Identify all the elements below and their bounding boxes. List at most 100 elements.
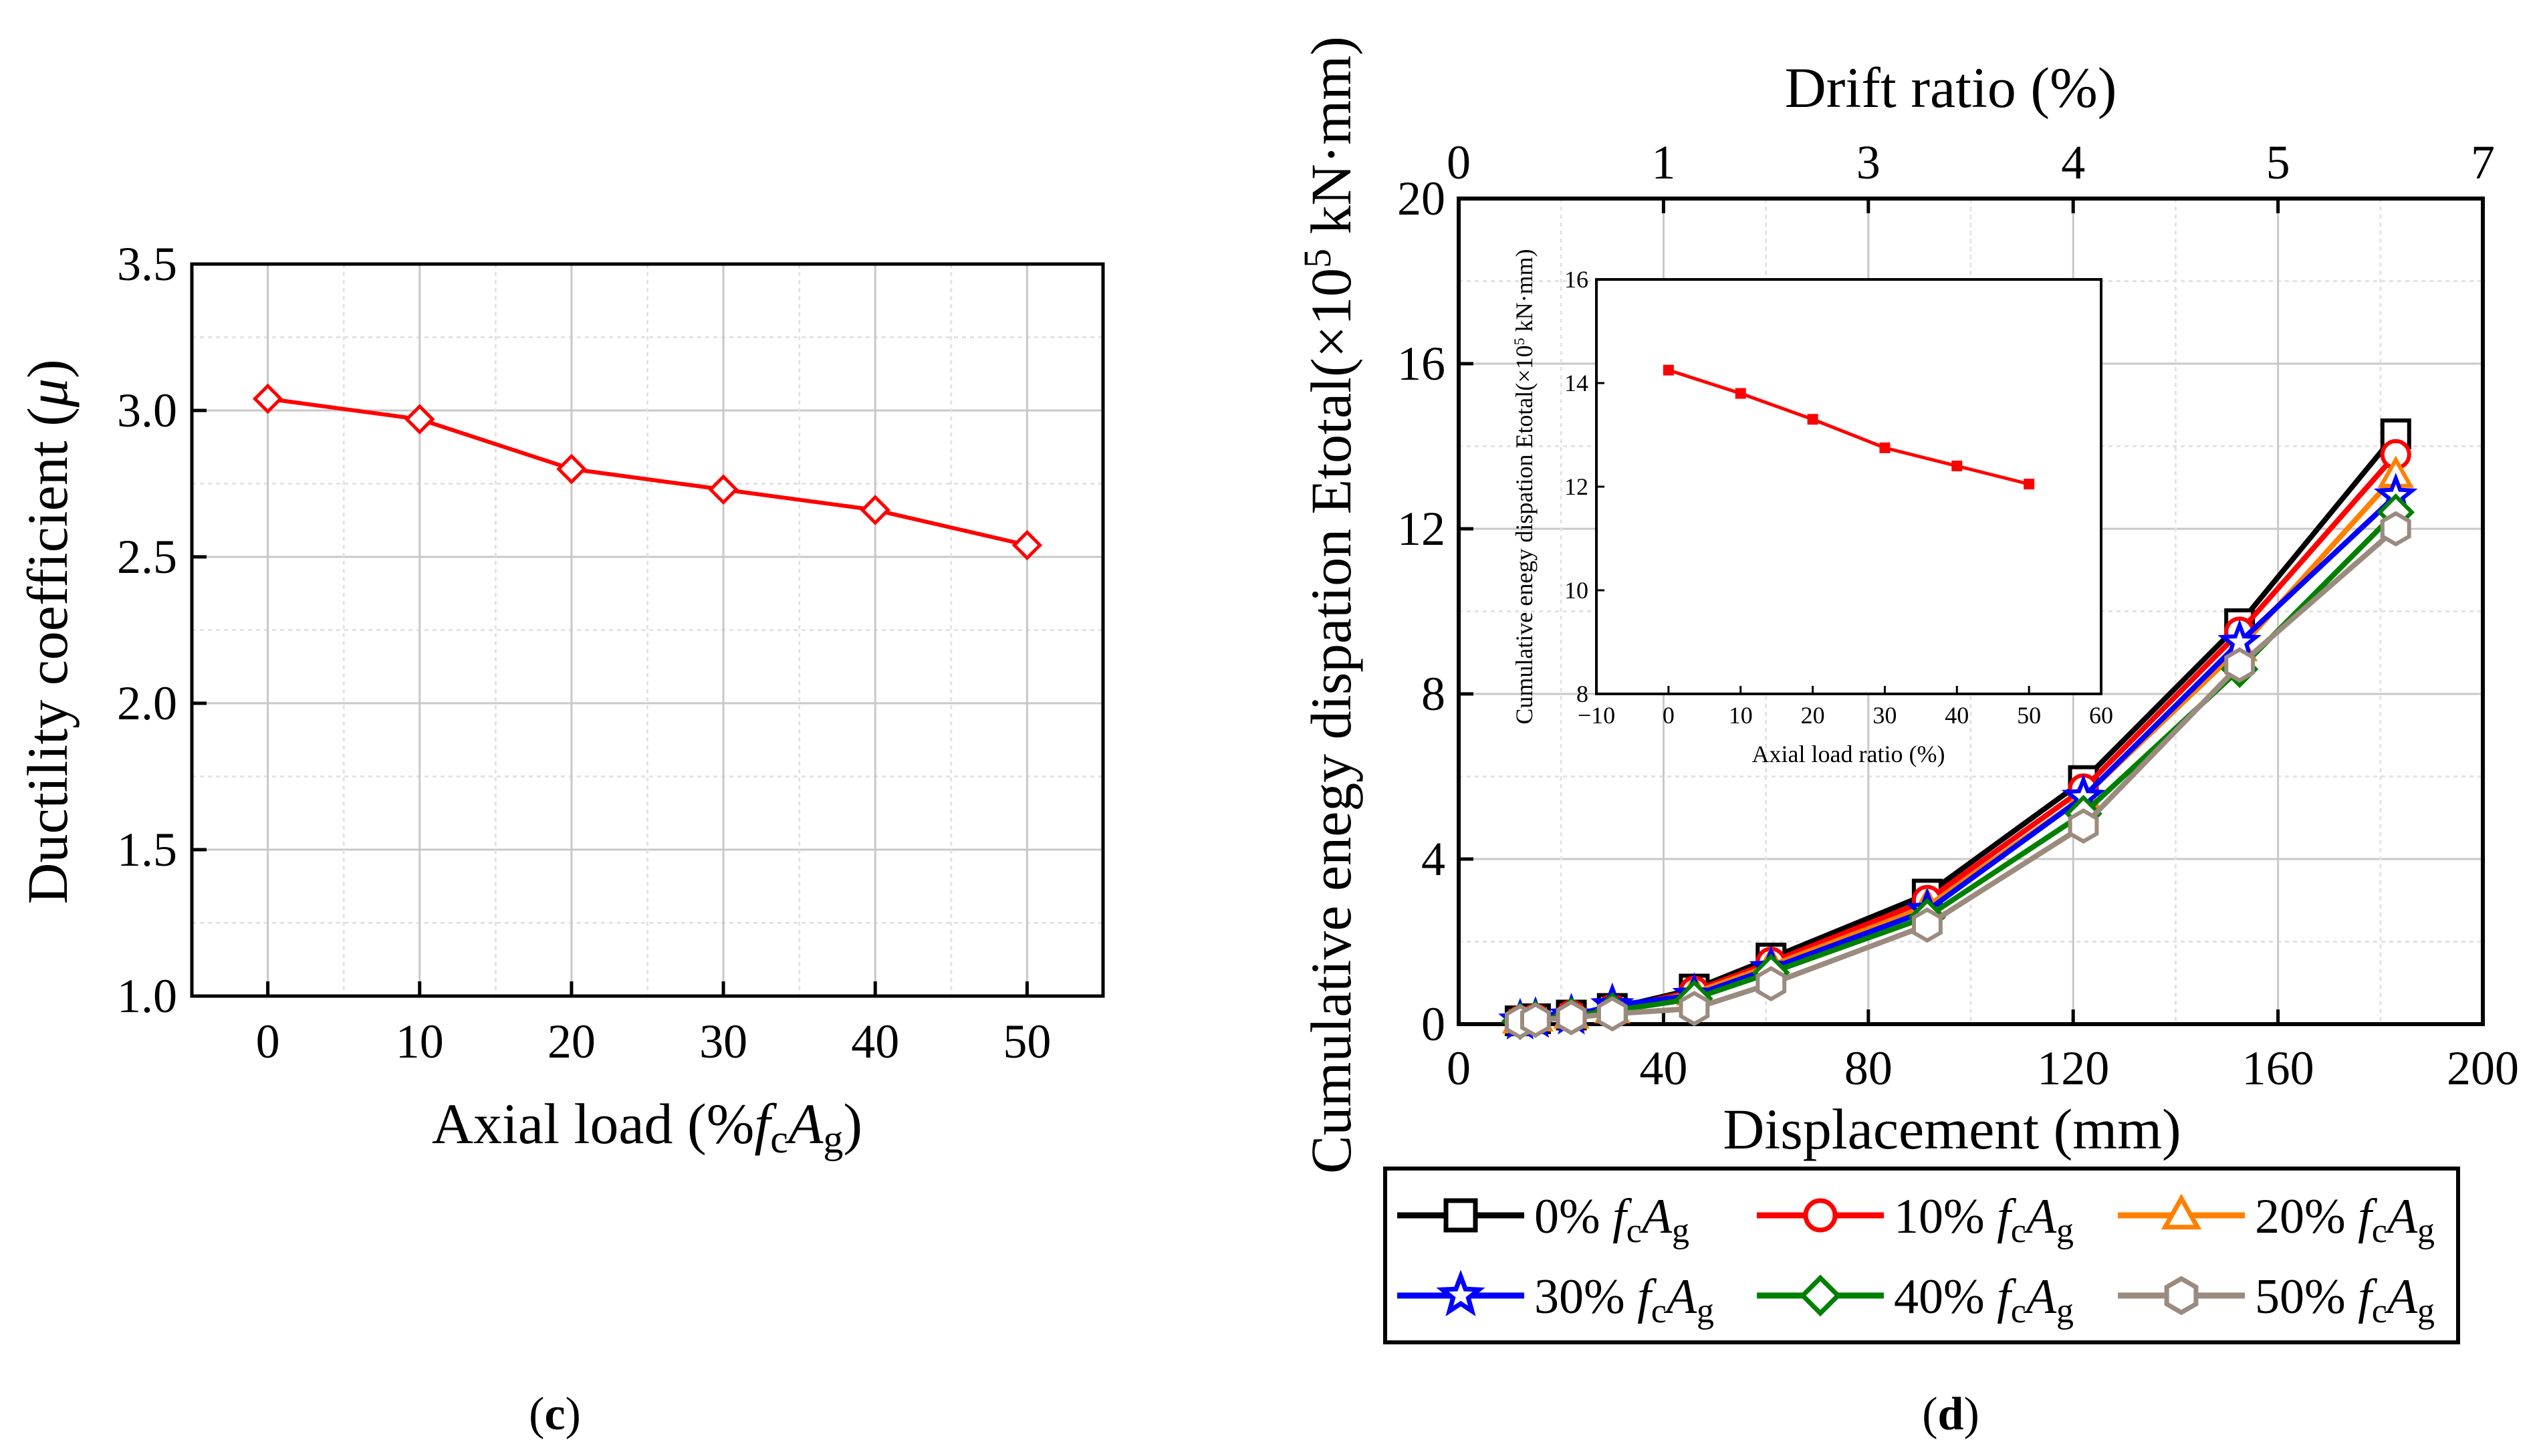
d-plot-frame <box>1457 197 2485 1026</box>
inset-data-point <box>1807 414 1818 425</box>
d-top-axis-title: Drift ratio (%) <box>1785 55 2117 120</box>
c-y-tick-label: 2.0 <box>117 677 177 730</box>
inset-series-line <box>1668 368 2030 486</box>
inset-x-tick-label: 30 <box>1872 702 1897 729</box>
inset-data-point <box>2024 479 2035 490</box>
d-data-point <box>1556 999 1587 1036</box>
legend: 0% fcAg 10% fcAg 20% fcAg 30% fcAg 40% fcAg 5… <box>1383 1167 2460 1344</box>
legend-box <box>1383 1167 2460 1344</box>
inset-axis-ticks: −10 0 10 20 30 40 50 60 8 10 12 14 16 <box>1564 266 2113 729</box>
inset-y-axis-label: Cumulative enegy dispation Etotal(×105 k… <box>1511 249 1538 724</box>
legend-marker <box>1443 1198 1478 1233</box>
inset-x-tick-label: 60 <box>2089 702 2113 729</box>
d-data-point <box>1596 996 1628 1032</box>
d-x-tick-label: 80 <box>1844 1042 1893 1095</box>
d-top-tick-label: 1 <box>1651 136 1675 189</box>
d-y-tick-label: 4 <box>1421 832 1445 886</box>
legend-marker <box>1803 1198 1838 1233</box>
d-top-tick-label: 5 <box>2266 136 2290 189</box>
inset-y-tick-label: 8 <box>1576 681 1588 707</box>
inset-x-tick-label: 40 <box>1945 702 1969 729</box>
legend-item-star: 30% fcAg <box>1397 1269 1714 1330</box>
inset-data-point <box>1951 461 1963 471</box>
legend-marker <box>2164 1276 2199 1316</box>
c-x-tick-label: 0 <box>256 1015 280 1068</box>
d-x-tick-label: 40 <box>1639 1042 1687 1095</box>
c-x-tick-label: 30 <box>699 1015 747 1068</box>
d-top-tick-label: 3 <box>1856 136 1881 189</box>
c-axis-ticks: 0 10 20 30 40 50 1.0 1.5 2.0 2.5 3.0 3.5 <box>117 237 1051 1068</box>
c-y-tick-label: 1.0 <box>117 969 177 1023</box>
d-data-point <box>1520 1002 1551 1038</box>
d-data-point <box>1756 966 1787 1001</box>
c-y-tick-label: 1.5 <box>117 823 177 876</box>
c-y-tick-label: 3.5 <box>117 237 177 291</box>
d-data-point <box>1679 991 1710 1026</box>
d-top-tick-label: 0 <box>1447 136 1471 189</box>
c-data-point <box>252 383 283 414</box>
inset-x-tick-label: 50 <box>2017 702 2041 729</box>
c-gridlines <box>192 263 1103 997</box>
c-data-point <box>1011 529 1043 561</box>
inset-y-tick-label: 16 <box>1564 266 1588 293</box>
d-y-tick-label: 12 <box>1397 502 1445 556</box>
inset-background <box>1596 279 2101 694</box>
d-top-tick-label: 7 <box>2471 136 2495 189</box>
inset-x-tick-label: 20 <box>1801 702 1825 729</box>
ductility-chart: 0 10 20 30 40 50 1.0 1.5 2.0 2.5 3.0 3.5 Axial load… <box>15 237 1105 1440</box>
c-data-point <box>860 495 890 525</box>
d-series-hexagon <box>1505 511 2411 1040</box>
legend-item-square: 0% fcAg <box>1397 1189 1689 1250</box>
inset-data-point <box>1735 388 1746 399</box>
c-y-tick-label: 3.0 <box>117 384 177 437</box>
d-data-point <box>1911 907 1943 943</box>
inset-y-tick-label: 14 <box>1564 370 1588 396</box>
d-data-point <box>2068 808 2099 844</box>
legend-label: 20% fcAg <box>2255 1189 2435 1250</box>
d-y-tick-label: 0 <box>1421 997 1445 1051</box>
d-y-tick-label: 20 <box>1397 172 1445 225</box>
inset-x-tick-label: 10 <box>1729 702 1753 729</box>
c-x-axis-label: Axial load (%fcAg) <box>432 1092 862 1161</box>
legend-item-diamond: 40% fcAg <box>1757 1269 2074 1330</box>
inset-x-axis-label: Axial load ratio (%) <box>1752 741 1945 767</box>
c-x-tick-label: 40 <box>851 1015 899 1068</box>
legend-marker <box>1799 1274 1842 1317</box>
d-y-tick-label: 8 <box>1421 667 1445 721</box>
inset-data-point <box>1879 442 1891 453</box>
legend-item-circle: 10% fcAg <box>1757 1189 2074 1250</box>
c-y-tick-label: 2.5 <box>117 530 177 584</box>
d-x-tick-label: 120 <box>2037 1042 2109 1095</box>
c-x-tick-label: 50 <box>1003 1015 1051 1068</box>
d-x-tick-label: 0 <box>1447 1042 1471 1095</box>
d-x-tick-label: 160 <box>2242 1042 2314 1095</box>
c-plot-frame <box>190 262 1105 998</box>
legend-label: 10% fcAg <box>1894 1189 2074 1250</box>
legend-label: 40% fcAg <box>1894 1269 2074 1330</box>
inset-x-tick-label: −10 <box>1578 702 1615 729</box>
c-series <box>252 383 1043 561</box>
c-panel-label: (c) <box>529 1388 581 1440</box>
c-x-tick-label: 10 <box>396 1015 444 1068</box>
d-y-axis-label: Cumulative enegy dispation Etotal(×105 k… <box>1296 36 1363 1174</box>
d-y-tick-label: 16 <box>1397 337 1445 390</box>
legend-label: 0% fcAg <box>1534 1189 1689 1250</box>
legend-marker <box>2161 1193 2202 1230</box>
d-data-point <box>2380 511 2411 547</box>
c-series-line <box>267 396 1028 548</box>
d-x-axis-label: Displacement (mm) <box>1723 1097 2181 1161</box>
d-panel-label: (d) <box>1922 1388 1979 1440</box>
c-data-point <box>404 404 435 435</box>
legend-marker <box>1436 1269 1485 1317</box>
legend-label: 30% fcAg <box>1534 1269 1714 1330</box>
inset-series <box>1663 364 2035 490</box>
inset-y-tick-label: 10 <box>1564 577 1588 604</box>
inset-x-tick-label: 0 <box>1663 702 1675 729</box>
inset-data-point <box>1663 364 1674 376</box>
legend-item-triangle: 20% fcAg <box>2118 1189 2435 1250</box>
inset-chart: −10 0 10 20 30 40 50 60 8 10 12 14 16 Axial load rat… <box>1511 249 2113 767</box>
inset-y-tick-label: 12 <box>1564 473 1588 500</box>
